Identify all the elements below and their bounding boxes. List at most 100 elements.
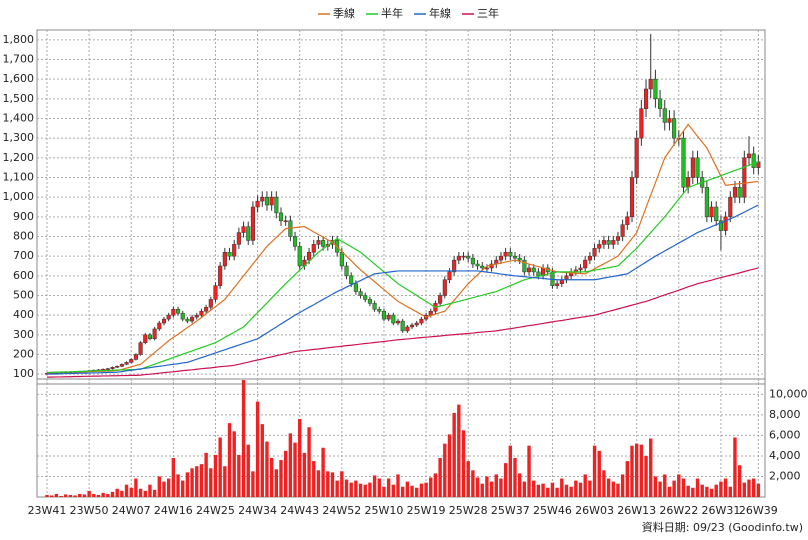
- candle-body: [377, 309, 382, 312]
- volume-bar: [279, 460, 283, 497]
- candle-body: [152, 328, 157, 340]
- candle-body: [611, 240, 616, 245]
- volume-bar: [443, 443, 447, 497]
- candle-body: [190, 316, 195, 322]
- y-tick-label: 1,600: [3, 72, 35, 85]
- x-tick-label: 23W41: [28, 504, 67, 517]
- volume-bar: [681, 478, 686, 497]
- candle-body: [147, 334, 153, 340]
- y-tick-label: 200: [13, 348, 34, 361]
- volume-bar: [101, 492, 105, 497]
- y-tick-label: 1,000: [3, 190, 35, 203]
- volume-bar: [110, 491, 115, 497]
- candle-body: [587, 255, 592, 261]
- x-tick-label: 25W46: [533, 504, 572, 517]
- volume-bar: [606, 478, 611, 497]
- candle-body: [180, 312, 185, 320]
- candle-body: [143, 334, 148, 343]
- volume-bar: [564, 484, 569, 497]
- candle-body: [363, 295, 368, 300]
- candle-body: [447, 271, 452, 281]
- volume-bar: [620, 474, 625, 497]
- candle-body: [512, 255, 518, 259]
- volume-bar: [283, 450, 288, 497]
- x-tick-label: 23W50: [70, 504, 109, 517]
- price-panel: [36, 29, 766, 385]
- candle-body: [278, 212, 284, 222]
- volume-bar: [475, 477, 480, 497]
- x-tick-label: 26W31: [701, 504, 740, 517]
- candle-body: [175, 309, 181, 314]
- candle-body: [185, 318, 190, 322]
- x-tick-label: 25W19: [407, 504, 446, 517]
- candle-body: [756, 161, 761, 168]
- volume-bar: [471, 470, 475, 497]
- candle-body: [208, 299, 213, 308]
- candle-body: [737, 187, 742, 198]
- volume-bar: [185, 472, 190, 497]
- y-tick-label: 100: [13, 367, 34, 380]
- volume-bar: [223, 466, 227, 497]
- volume-bar: [354, 480, 358, 497]
- candle-body: [742, 157, 747, 198]
- volume-bar: [68, 494, 73, 497]
- candle-body: [470, 257, 475, 265]
- volume-bar: [550, 482, 555, 497]
- candle-body: [307, 251, 312, 261]
- y-tick-label: 500: [13, 289, 34, 302]
- volume-bar: [73, 495, 77, 497]
- volume-bar: [560, 478, 564, 497]
- candle-body: [400, 320, 405, 332]
- volume-bar: [358, 483, 363, 497]
- volume-bar: [522, 481, 527, 497]
- candle-body: [358, 291, 363, 296]
- volume-bar: [124, 484, 129, 497]
- candle-body: [241, 226, 246, 233]
- volume-bar: [405, 481, 410, 497]
- volume-bar: [157, 476, 162, 497]
- volume-bar: [644, 455, 648, 497]
- volume-bar: [213, 454, 218, 497]
- candle-body: [409, 324, 415, 328]
- volume-bar: [429, 477, 433, 497]
- volume-bar: [386, 478, 391, 497]
- volume-bar: [251, 471, 255, 497]
- candle-body: [536, 271, 541, 277]
- candle-body: [349, 275, 354, 284]
- moving-average-line: [46, 123, 759, 374]
- volume-bar: [611, 481, 615, 497]
- volume-bar: [260, 424, 264, 497]
- candle-body: [250, 206, 255, 241]
- volume-bar: [190, 468, 194, 497]
- x-tick-label: 26W22: [659, 504, 698, 517]
- volume-bar: [148, 484, 152, 497]
- volume-bar: [269, 458, 274, 497]
- volume-bar: [120, 490, 124, 497]
- y-tick-label: 1,800: [3, 33, 35, 46]
- x-tick-label: 24W43: [280, 504, 319, 517]
- volume-bar: [87, 490, 91, 497]
- candle-body: [438, 295, 443, 304]
- candle-body: [517, 257, 522, 261]
- volume-bar: [705, 486, 709, 497]
- candle-body: [653, 78, 658, 100]
- volume-bar: [499, 478, 503, 497]
- volume-bar: [115, 488, 119, 497]
- candle-body: [129, 359, 134, 363]
- candle-body: [498, 255, 504, 261]
- volume-bar: [719, 481, 723, 497]
- candle-body: [639, 108, 644, 139]
- candle-body: [714, 206, 719, 222]
- candle-body: [395, 320, 401, 324]
- volume-bar: [569, 486, 573, 497]
- candle-body: [555, 283, 560, 286]
- candle-body: [204, 307, 209, 312]
- volume-bar: [298, 419, 302, 497]
- moving-average-line: [46, 161, 759, 374]
- candle-body: [124, 362, 129, 365]
- volume-bar: [82, 494, 87, 497]
- candle-body: [222, 251, 227, 267]
- volume-bar: [340, 471, 344, 497]
- volume-bar: [255, 401, 260, 497]
- candle-body: [648, 78, 653, 90]
